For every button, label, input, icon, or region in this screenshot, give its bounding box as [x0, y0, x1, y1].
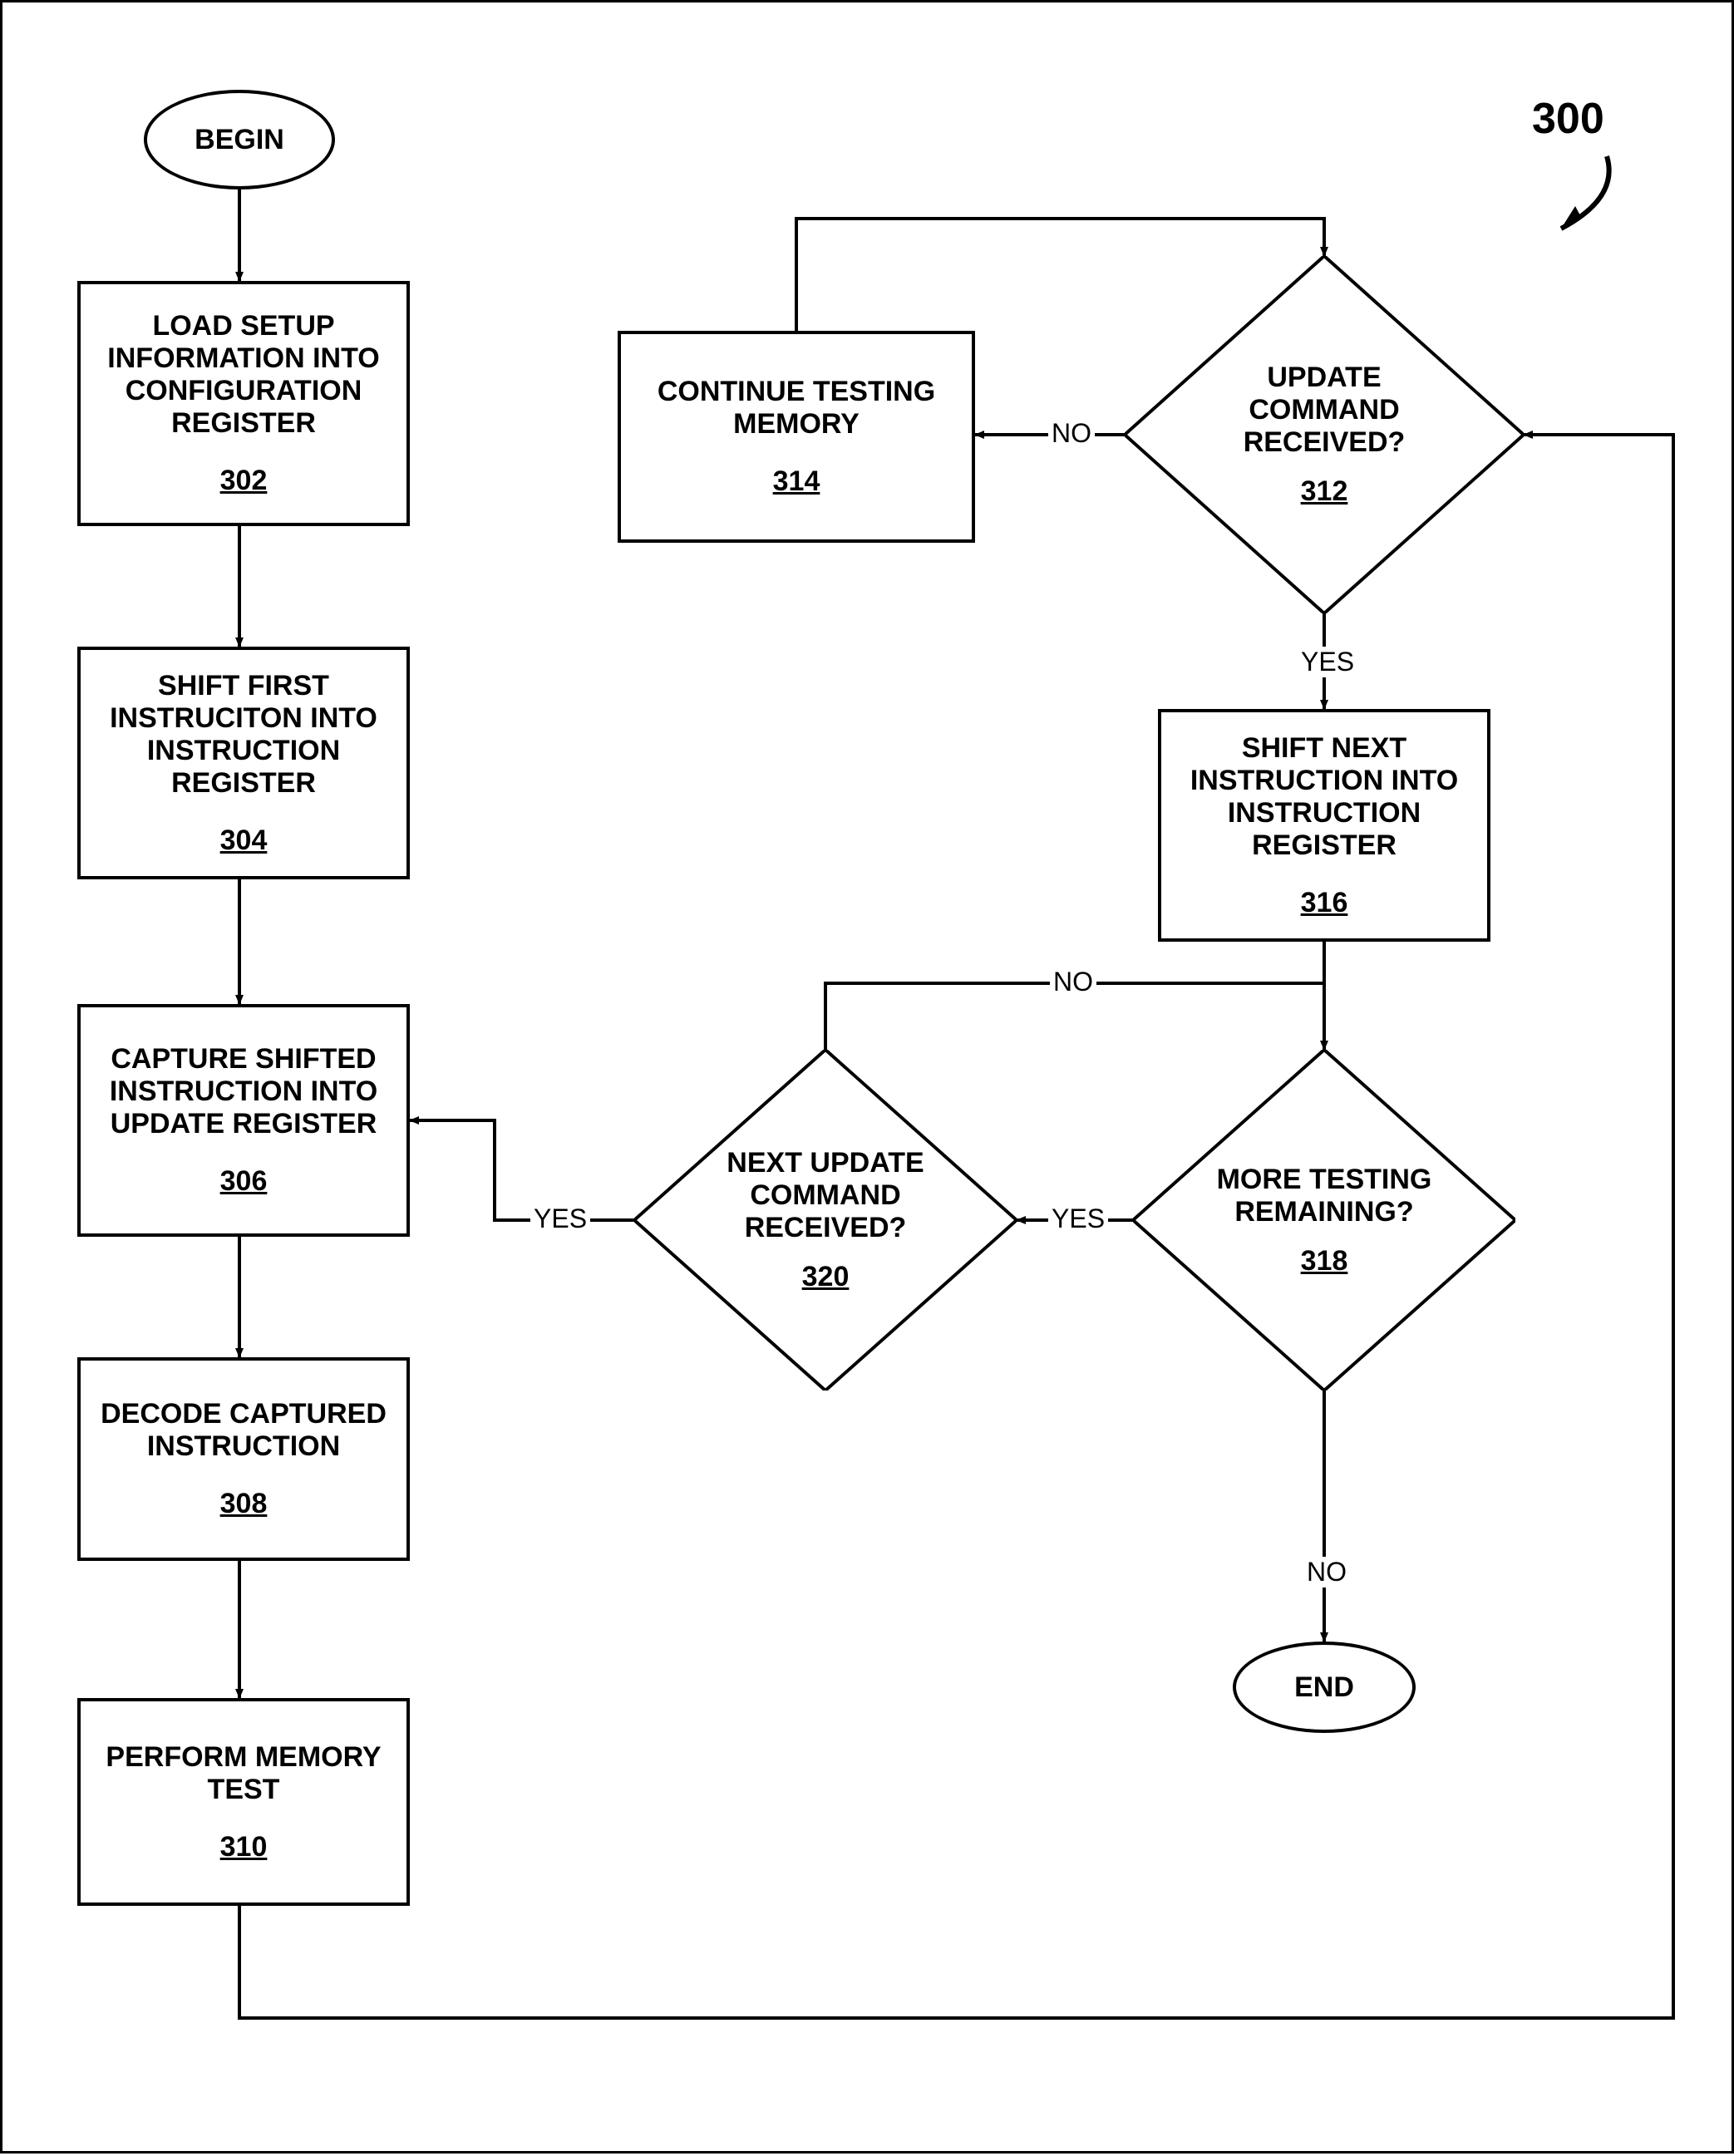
edge-label-318-320: YES: [1048, 1204, 1108, 1234]
flowchart-canvas: 300 BEGIN END LOAD SETUP INFORMATION INT…: [0, 0, 1734, 2154]
decision-318-num: 318: [1301, 1245, 1348, 1277]
decision-320-num: 320: [802, 1261, 850, 1293]
process-310-num: 310: [220, 1831, 268, 1863]
process-310: PERFORM MEMORY TEST 310: [77, 1698, 410, 1906]
edge-label-312-316: YES: [1298, 647, 1357, 677]
process-302-num: 302: [220, 465, 268, 497]
edge-label-312-314: NO: [1048, 418, 1095, 449]
terminal-begin: BEGIN: [144, 90, 335, 190]
decision-312: UPDATE COMMAND RECEIVED? 312: [1125, 256, 1524, 613]
process-308-num: 308: [220, 1488, 268, 1520]
decision-312-text: UPDATE COMMAND RECEIVED?: [1204, 362, 1444, 459]
process-306: CAPTURE SHIFTED INSTRUCTION INTO UPDATE …: [77, 1004, 410, 1237]
process-310-text: PERFORM MEMORY TEST: [97, 1741, 390, 1806]
process-316-num: 316: [1301, 887, 1348, 919]
process-316-text: SHIFT NEXT INSTRUCTION INTO INSTRUCTION …: [1178, 732, 1470, 862]
edge-label-318-end: NO: [1303, 1557, 1350, 1587]
process-302-text: LOAD SETUP INFORMATION INTO CONFIGURATIO…: [97, 310, 390, 440]
process-308-text: DECODE CAPTURED INSTRUCTION: [97, 1398, 390, 1463]
process-314-num: 314: [773, 465, 820, 498]
edge-label-320-318merge: NO: [1050, 967, 1096, 997]
process-304-num: 304: [220, 824, 268, 857]
process-302: LOAD SETUP INFORMATION INTO CONFIGURATIO…: [77, 281, 410, 526]
decision-312-num: 312: [1301, 475, 1348, 508]
process-304: SHIFT FIRST INSTRUCITON INTO INSTRUCTION…: [77, 647, 410, 879]
decision-320-text: NEXT UPDATE COMMAND RECEIVED?: [707, 1147, 943, 1244]
process-314-text: CONTINUE TESTING MEMORY: [638, 376, 955, 441]
edge-label-320-306: YES: [530, 1204, 590, 1234]
terminal-end-label: END: [1294, 1671, 1354, 1704]
decision-320: NEXT UPDATE COMMAND RECEIVED? 320: [634, 1050, 1017, 1391]
process-304-text: SHIFT FIRST INSTRUCITON INTO INSTRUCTION…: [97, 670, 390, 800]
process-306-text: CAPTURE SHIFTED INSTRUCTION INTO UPDATE …: [97, 1043, 390, 1140]
process-306-num: 306: [220, 1165, 268, 1198]
decision-318-text: MORE TESTING REMAINING?: [1205, 1164, 1442, 1228]
terminal-end: END: [1233, 1642, 1416, 1733]
terminal-begin-label: BEGIN: [195, 124, 284, 156]
process-314: CONTINUE TESTING MEMORY 314: [618, 331, 975, 543]
process-308: DECODE CAPTURED INSTRUCTION 308: [77, 1357, 410, 1561]
decision-318: MORE TESTING REMAINING? 318: [1133, 1050, 1515, 1391]
process-316: SHIFT NEXT INSTRUCTION INTO INSTRUCTION …: [1158, 709, 1490, 942]
